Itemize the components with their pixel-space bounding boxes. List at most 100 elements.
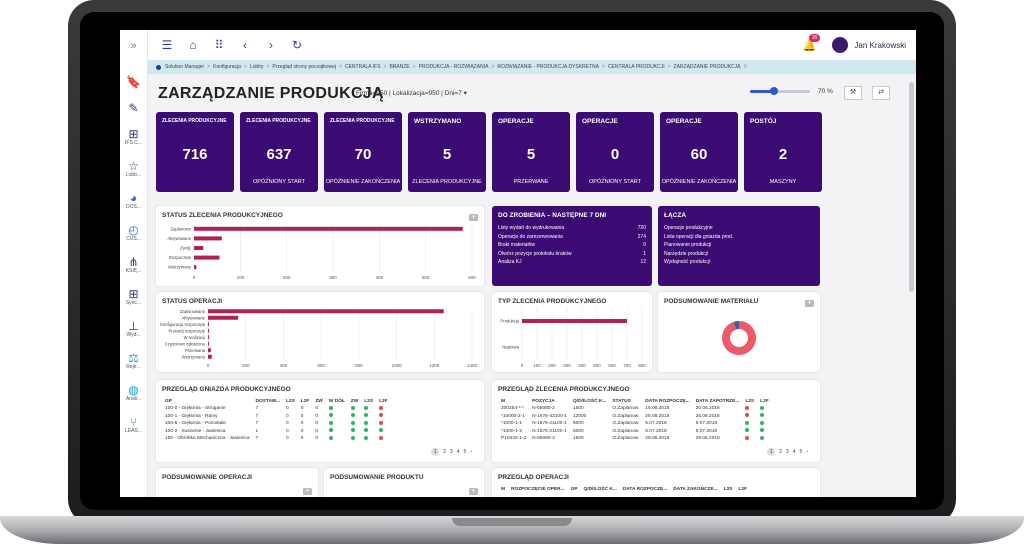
card-menu-icon[interactable]: ▾ bbox=[469, 488, 478, 495]
link-item[interactable]: Operacje produkcyjne bbox=[664, 224, 814, 233]
kpi-tile[interactable]: OPERACJE 60 OPÓŹNIENIE ZAKOŃCZENIA bbox=[660, 112, 738, 192]
column-header[interactable]: GP bbox=[570, 486, 578, 492]
avatar[interactable] bbox=[832, 37, 849, 53]
page-button[interactable]: 5 bbox=[799, 449, 803, 455]
column-header[interactable]: DATA ZAPOTRZE... bbox=[695, 398, 740, 404]
kpi-tile[interactable]: ZLECENIA PRODUKCYJNE 637 OPÓŹNIONY START bbox=[240, 112, 318, 192]
table-row[interactable]: 150 - Obróbka Mechaniczna - Jasienica 7 0 0… bbox=[162, 435, 391, 443]
table-row[interactable]: 100-1 - Gięłarnia - Ramy 7 0 0 0 bbox=[162, 413, 391, 421]
link-item[interactable]: Planowanie produkcji bbox=[664, 241, 814, 250]
kpi-tile[interactable]: POSTÓJ 2 MASZYNY bbox=[744, 112, 822, 192]
column-header[interactable]: STATUS bbox=[612, 398, 631, 404]
link-item[interactable]: Narzędzie produkcji bbox=[664, 250, 814, 259]
table-row[interactable]: *10000-2-1 N-1676-42100-1 12000 O.Zaplanow.… bbox=[498, 413, 772, 421]
breadcrumb-item[interactable]: Solution Manager bbox=[165, 64, 205, 70]
column-header[interactable]: L2S bbox=[745, 398, 755, 404]
todo-item[interactable]: Listy wydań do wydrukowania 720 bbox=[498, 224, 646, 233]
rail-item[interactable]: ◍ Anali... bbox=[120, 384, 147, 402]
scrollbar[interactable] bbox=[909, 82, 914, 292]
column-header[interactable]: L2F bbox=[738, 486, 748, 492]
link-item[interactable]: Lista operacji dla gniazda prod. bbox=[664, 233, 814, 242]
breadcrumb-item[interactable]: Przegląd strony początkowej bbox=[272, 64, 337, 70]
rail-item[interactable]: 🔖 bbox=[120, 76, 147, 88]
breadcrumb-item[interactable]: BRANŻE bbox=[389, 64, 410, 70]
column-header[interactable]: L2S bbox=[285, 398, 295, 404]
expand-rail-icon[interactable]: » bbox=[130, 40, 137, 52]
rail-item[interactable]: ⊞ Sync... bbox=[120, 288, 147, 306]
page-button[interactable]: 5 bbox=[463, 449, 467, 455]
kpi-tile[interactable]: ZLECENIA PRODUKCYJNE 716 bbox=[156, 112, 234, 192]
table-row[interactable]: P10432-1-2 N-55080-2 1500 O.Zaplanow. 28.06.… bbox=[498, 435, 772, 443]
kpi-tile[interactable]: OPERACJE 0 OPÓŹNIONY START bbox=[576, 112, 654, 192]
settings-toggle-icon[interactable]: ⇄ bbox=[872, 86, 890, 100]
breadcrumb-home-icon[interactable] bbox=[156, 64, 161, 70]
kpi-tile[interactable]: WSTRZYMANO 5 ZLECENIA PRODUKCYJNE bbox=[408, 112, 486, 192]
rail-item[interactable]: ⑂ LEAS... bbox=[120, 416, 147, 434]
page-button[interactable]: 4 bbox=[792, 449, 796, 455]
todo-item[interactable]: Braki materiałów 0 bbox=[498, 241, 646, 250]
rail-item[interactable]: ◴ CUS... bbox=[120, 224, 147, 242]
table-row[interactable]: 100-5 - Gięłarnia - Pozostałe 7 0 0 0 bbox=[162, 420, 391, 428]
page-button[interactable]: 1 bbox=[767, 448, 776, 456]
home-icon[interactable]: ⌂ bbox=[189, 38, 197, 52]
refresh-icon[interactable]: ↻ bbox=[291, 38, 303, 52]
table-row[interactable]: 100-2 - Suszenie - Jasienica 1 0 0 0 bbox=[162, 428, 391, 436]
page-button[interactable]: 3 bbox=[785, 449, 789, 455]
column-header[interactable]: M bbox=[501, 398, 505, 404]
column-header[interactable]: L2S bbox=[364, 398, 374, 404]
column-header[interactable]: DOSTAW... bbox=[255, 398, 280, 404]
context-filter[interactable]: Firma=950 | Lokalizacja=950 | Dni=7 ▾ bbox=[356, 90, 467, 97]
card-menu-icon[interactable]: ▾ bbox=[303, 488, 312, 495]
table-row[interactable]: *1000-1-1 N-1676-21100-1 5000 O.Zaplanow. 5.… bbox=[498, 420, 772, 428]
zoom-slider-handle[interactable] bbox=[770, 87, 778, 95]
kpi-tile[interactable]: OPERACJE 5 PRZERWANE bbox=[492, 112, 570, 192]
card-menu-icon[interactable]: ▾ bbox=[805, 300, 814, 307]
table-row[interactable]: 100-0 - Gięłarnia - Struganie 7 0 0 0 bbox=[162, 405, 391, 413]
column-header[interactable]: ZW bbox=[350, 398, 359, 404]
page-button[interactable]: 3 bbox=[449, 449, 453, 455]
rail-item[interactable]: ⊥ Wyd... bbox=[120, 320, 147, 338]
user-name[interactable]: Jan Krakowski bbox=[854, 40, 906, 50]
column-header[interactable]: DATA ZAKOŃCZE... bbox=[673, 486, 718, 492]
apps-grid-icon[interactable]: ⠿ bbox=[214, 38, 224, 52]
page-button[interactable]: › bbox=[806, 449, 808, 455]
card-menu-icon[interactable]: ▾ bbox=[469, 214, 478, 221]
breadcrumb-item[interactable]: Konfiguracja bbox=[213, 64, 241, 70]
page-button[interactable]: 1 bbox=[431, 448, 440, 456]
column-header[interactable]: ROZPOCZĘCIE OPER... bbox=[511, 486, 565, 492]
column-header[interactable]: L2S bbox=[723, 486, 733, 492]
rail-item[interactable]: ◕ DOS... bbox=[120, 192, 147, 210]
breadcrumb-item[interactable]: CENTRALA IFS bbox=[344, 64, 381, 70]
column-header[interactable]: Q/D/ILOŚĆ K... bbox=[573, 398, 607, 404]
column-header[interactable]: DATA ROZPOCZĘ... bbox=[622, 486, 668, 492]
column-header[interactable]: Q/D/ILOŚĆ K... bbox=[583, 486, 617, 492]
todo-item[interactable]: Otwórz pozycje protokołu braków 1 bbox=[498, 250, 646, 259]
page-button[interactable]: › bbox=[470, 449, 472, 455]
breadcrumb-item[interactable]: CENTRALA PRODUKCJI bbox=[607, 64, 665, 70]
column-header[interactable]: W DÓŁ bbox=[328, 398, 345, 404]
breadcrumb-item[interactable]: PRODUKCJA - ROZWIĄZANIA bbox=[418, 64, 489, 70]
page-button[interactable]: 4 bbox=[456, 449, 460, 455]
breadcrumb-item[interactable]: Lobby bbox=[249, 64, 264, 70]
bell-icon[interactable]: 🔔 36 bbox=[803, 33, 821, 52]
breadcrumb-item[interactable]: ROZWIĄZANIE - PRODUKCJA DYSKRETNA bbox=[497, 64, 600, 70]
column-header[interactable]: DATA ROZPOCZĘ... bbox=[645, 398, 690, 404]
rail-item[interactable]: ☆ Lobb... bbox=[120, 160, 147, 178]
todo-item[interactable]: Analiza KJ 12 bbox=[498, 258, 646, 267]
column-header[interactable]: ZW bbox=[315, 398, 323, 404]
menu-icon[interactable]: ☰ bbox=[161, 38, 173, 52]
rail-item[interactable]: ⊞ IFS C... bbox=[120, 128, 147, 146]
refresh-crumb-icon[interactable]: ↻ bbox=[743, 64, 748, 70]
column-header[interactable]: L2F bbox=[379, 398, 388, 404]
breadcrumb-item[interactable]: ZARZĄDZANIE PRODUKCJĄ bbox=[673, 64, 741, 70]
column-header[interactable]: GP bbox=[165, 398, 172, 404]
todo-item[interactable]: Operacje do zarezerwowania 274 bbox=[498, 233, 646, 242]
table-row[interactable]: 200254-*-* N-55080-2 1500 O.Zaplanow. 19.06.… bbox=[498, 405, 772, 413]
forward-icon[interactable]: › bbox=[269, 38, 273, 52]
column-header[interactable]: POZYCJA bbox=[532, 398, 555, 404]
table-row[interactable]: *1000-1-2 N-1676-21100-1 5000 O.Zaplanow. 6.… bbox=[498, 428, 772, 436]
column-header[interactable]: L2F bbox=[300, 398, 310, 404]
page-button[interactable]: 2 bbox=[779, 449, 782, 455]
kpi-tile[interactable]: ZLECENIA PRODUKCYJNE 70 OPÓŹNIENIE ZAKOŃCZ… bbox=[324, 112, 402, 192]
wrench-icon[interactable]: ⚒ bbox=[844, 86, 862, 100]
